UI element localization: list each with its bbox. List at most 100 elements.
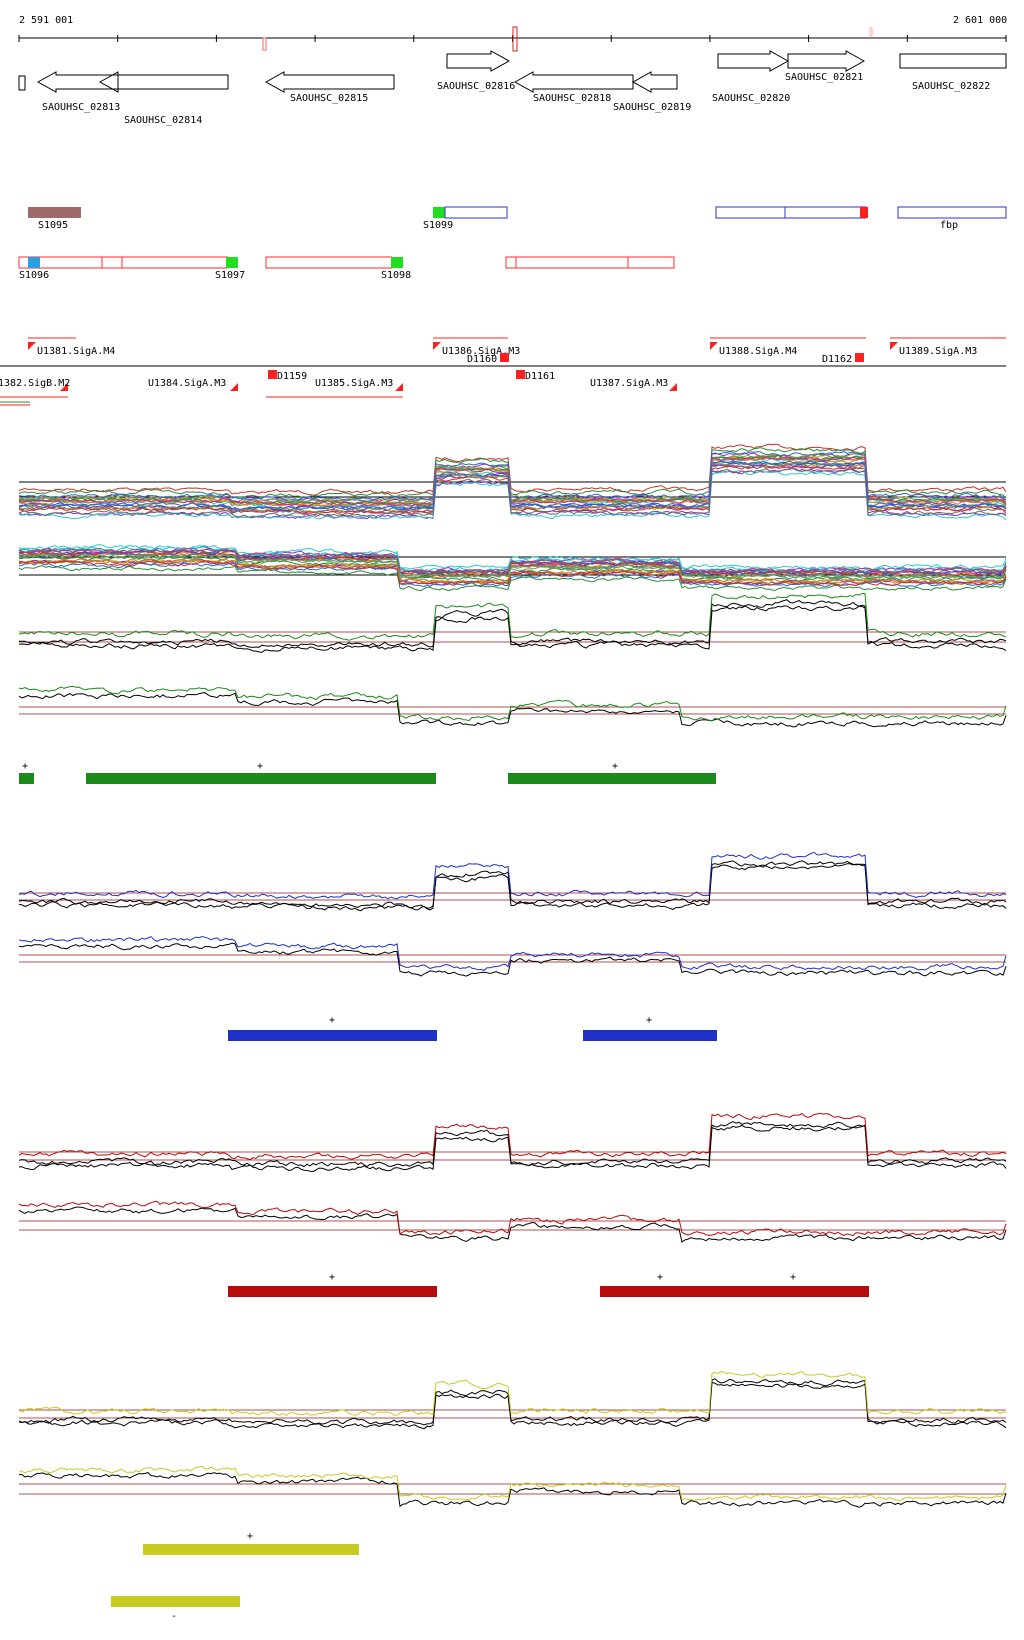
expression-trace — [18, 599, 1007, 648]
expression-trace — [18, 547, 1007, 575]
plus-sign: + — [22, 761, 28, 772]
expression-trace — [18, 604, 1007, 653]
yellow-segment — [111, 1596, 240, 1607]
promoter-label: U1386.SigA.M3 — [442, 346, 520, 357]
promoter-u1385: U1385.SigA.M3 — [315, 366, 403, 391]
minus-sign: - — [171, 1611, 177, 1622]
terminator-d1160: D1160 — [467, 353, 509, 365]
s1098-region — [265, 256, 393, 269]
terminator-marker — [500, 353, 509, 362]
s1096-region — [18, 256, 229, 269]
promoter-flag-icon — [395, 366, 403, 391]
expression-trace — [18, 1465, 1007, 1502]
ruler-marker — [869, 27, 873, 37]
red-marker — [860, 207, 868, 218]
gene-label: SAOUHSC_02818 — [533, 93, 611, 104]
terminator-marker — [855, 353, 864, 362]
plus-sign: + — [329, 1015, 335, 1026]
promoter-track: U1381.SigA.M4 U1386.SigA.M3 U1388.SigA.M… — [0, 337, 1006, 406]
promoter-flag-icon — [710, 342, 718, 366]
promoter-flag-icon — [890, 342, 898, 366]
red-segment — [228, 1286, 437, 1297]
promoter-flag-icon — [433, 342, 441, 366]
promoter-u1387: U1387.SigA.M3 — [590, 366, 677, 391]
promoter-label: U1387.SigA.M3 — [590, 378, 668, 389]
promoter-flag-icon — [669, 366, 677, 391]
gene-arrow — [446, 50, 511, 72]
expression-trace — [18, 461, 1007, 514]
expression-trace — [18, 550, 1007, 577]
plus-sign: + — [257, 761, 263, 772]
s1099-region — [444, 206, 508, 219]
segment-bars: + + + + + + + + + - — [19, 761, 869, 1622]
gene-label: SAOUHSC_02821 — [785, 72, 863, 83]
blue-segment — [583, 1030, 717, 1041]
gene-arrow — [513, 71, 634, 93]
promoter-label: U1389.SigA.M3 — [899, 346, 977, 357]
expression-trace — [18, 1472, 1007, 1508]
promoter-u1384: U1384.SigA.M3 — [148, 366, 238, 391]
promoter-flag-icon — [28, 342, 36, 366]
fbp-label: fbp — [940, 220, 958, 231]
s1099-marker — [433, 207, 445, 218]
gene-label: SAOUHSC_02822 — [912, 81, 990, 92]
terminator-d1161: D1161 — [516, 370, 555, 382]
gene-arrow — [717, 50, 790, 72]
s1097-label: S1097 — [215, 270, 245, 281]
expression-trace — [18, 942, 1007, 977]
expression-trace — [18, 692, 1007, 728]
green-segment — [86, 773, 436, 784]
expression-trace — [18, 1371, 1007, 1417]
expression-trace — [18, 452, 1007, 504]
plus-sign: + — [790, 1272, 796, 1283]
promoter-u1389: U1389.SigA.M3 — [890, 342, 977, 366]
promoter-label: U1382.SigB.M2 — [0, 378, 70, 389]
expression-trace — [18, 1124, 1007, 1173]
terminator-d1162: D1162 — [822, 353, 864, 365]
expression-trace — [18, 559, 1007, 587]
expression-trace — [18, 860, 1007, 909]
gene-label: SAOUHSC_02815 — [290, 93, 368, 104]
gene-annotations: SAOUHSC_02813 SAOUHSC_02814 SAOUHSC_02815 S… — [18, 50, 1007, 126]
gene-label: SAOUHSC_02813 — [42, 102, 120, 113]
s-features: S1095 S1099 fbp S1096 S1097 S1098 — [18, 206, 1007, 281]
green-segment — [508, 773, 716, 784]
promoter-u1382: U1382.SigB.M2 — [0, 366, 70, 391]
expression-trace — [18, 565, 1007, 592]
gene-arrow — [631, 71, 678, 93]
expression-trace — [18, 454, 1007, 507]
plus-sign: + — [646, 1015, 652, 1026]
gene-label: SAOUHSC_02820 — [712, 93, 790, 104]
expression-trace — [18, 559, 1007, 586]
gene-stub — [18, 75, 26, 91]
plus-sign: + — [247, 1531, 253, 1542]
red-segment — [600, 1286, 869, 1297]
expression-trace — [18, 470, 1007, 521]
gene-arrow — [264, 71, 395, 93]
expression-trace — [18, 552, 1007, 579]
s1095-bar — [28, 207, 81, 218]
expression-trace — [18, 467, 1007, 519]
expression-trace — [18, 851, 1007, 900]
expression-trace — [18, 1121, 1007, 1168]
promoter-flag-icon — [230, 366, 238, 391]
expression-trace — [18, 558, 1007, 585]
expression-trace — [18, 443, 1007, 496]
expression-trace — [18, 863, 1007, 912]
gene-arrow — [787, 50, 866, 72]
ruler-marker — [262, 37, 267, 51]
s1096-marker — [28, 257, 40, 268]
terminator-label: D1160 — [467, 354, 497, 365]
plus-sign: + — [329, 1272, 335, 1283]
expression-trace — [18, 447, 1007, 499]
promoter-label: U1388.SigA.M4 — [719, 346, 797, 357]
gene-arrow — [899, 53, 1007, 69]
expression-profiles — [18, 443, 1007, 1508]
expression-trace — [18, 1378, 1007, 1426]
fbp-region — [897, 206, 1007, 219]
yellow-segment — [143, 1544, 359, 1555]
terminator-label: D1159 — [277, 371, 307, 382]
blue-region — [715, 206, 867, 219]
expression-trace — [18, 451, 1007, 501]
